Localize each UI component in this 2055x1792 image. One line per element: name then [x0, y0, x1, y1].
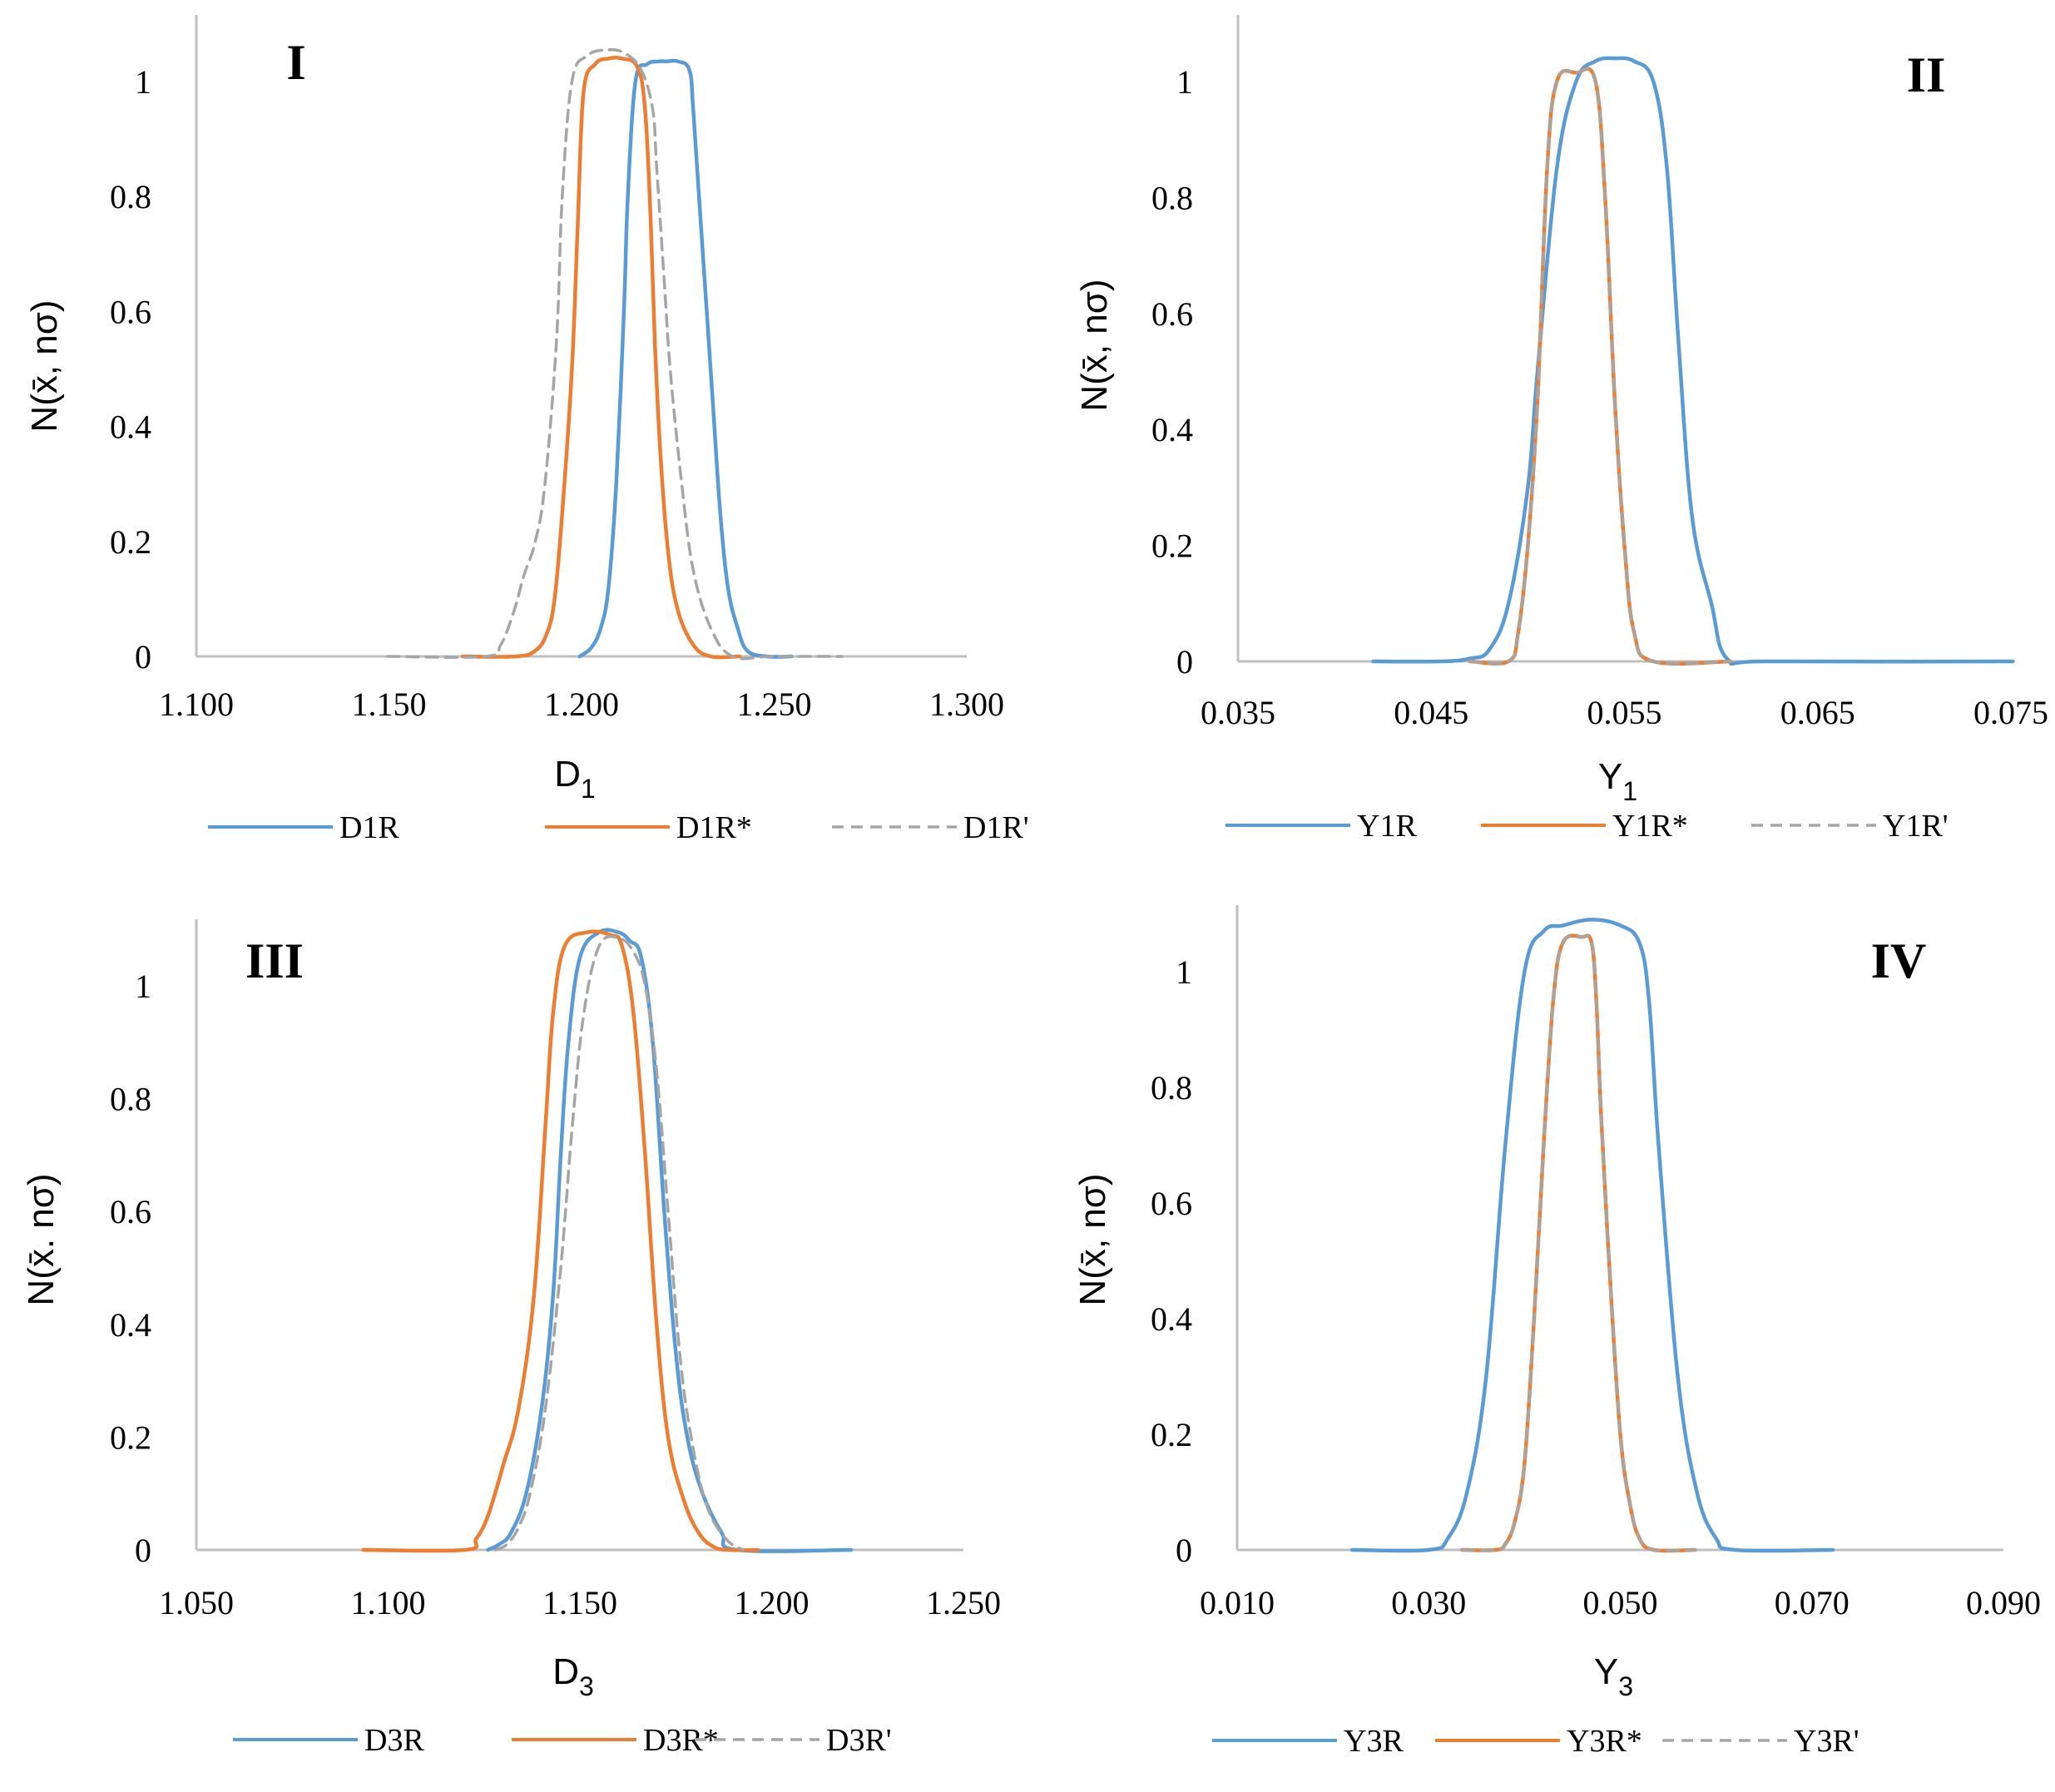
y-tick-label: 0.2 [110, 1418, 151, 1456]
x-tick-label: 1.250 [926, 1584, 1001, 1621]
series-line-y1r- [1468, 67, 1732, 666]
series-line-y3r [1349, 918, 1835, 1553]
legend: Y1R Y1R* Y1R' [1226, 809, 1949, 844]
x-tick-label: 0.010 [1200, 1584, 1275, 1621]
series-line-y1r [1371, 56, 2015, 666]
y-tick-label: 0.4 [1151, 411, 1193, 448]
y-tick-label: 1 [1176, 63, 1193, 101]
x-tick-label: 1.150 [352, 686, 427, 723]
y-tick-label: 1 [135, 968, 151, 1005]
y-tick-label: 0.8 [1151, 1069, 1192, 1106]
x-tick-label: 1.100 [159, 686, 234, 723]
y-tick-label: 0 [1176, 1532, 1192, 1569]
x-axis-label-subscript: 3 [1618, 1671, 1633, 1701]
y-axis-label: N(x̄, nσ) [1072, 1173, 1113, 1305]
y-tick-label: 0.4 [110, 408, 151, 446]
x-tick-label: 1.250 [737, 686, 812, 723]
panel-label: IV [1871, 933, 1927, 988]
x-tick-label: 0.050 [1583, 1584, 1658, 1621]
series-line-y3r- [1460, 933, 1697, 1552]
x-axis-label-subscript: 1 [1622, 776, 1637, 806]
legend-label: Y1R* [1612, 809, 1688, 844]
legend-label: D3R* [643, 1723, 719, 1758]
legend-label: Y1R [1357, 809, 1417, 844]
y-tick-label: 0.6 [110, 1193, 151, 1230]
y-tick-label: 1 [1176, 953, 1192, 991]
y-axis-label: N(x̄, nσ) [1074, 279, 1115, 411]
series-line-d3r- [493, 934, 745, 1552]
chart-panel-2: 0 0.2 0.4 0.6 0.8 1 0.035 0.045 0.055 0.065 0.075 Y… [1074, 15, 2048, 844]
x-axis-label: Y1 [1598, 756, 1637, 806]
panel-label: I [286, 35, 305, 90]
x-tick-label: 1.100 [351, 1584, 426, 1621]
y-tick-label: 0.2 [1151, 527, 1193, 565]
legend: Y3R Y3R* Y3R' [1212, 1724, 1859, 1759]
y-tick-label: 0.2 [1151, 1416, 1192, 1453]
series-line-d3r [486, 928, 854, 1553]
chart-panel-3: 0 0.2 0.4 0.6 0.8 1 1.050 1.100 1.150 1.200 1.250 D… [21, 919, 1001, 1758]
legend-label: D1R* [676, 810, 752, 845]
x-tick-label: 0.075 [1973, 694, 2048, 731]
x-tick-label: 0.055 [1587, 694, 1662, 731]
legend-label: D3R [364, 1723, 424, 1758]
y-tick-label: 0.6 [1151, 1185, 1192, 1222]
y-tick-label: 0.2 [110, 523, 151, 561]
x-tick-label: 1.200 [735, 1584, 810, 1621]
y-tick-label: 0.6 [1151, 295, 1193, 333]
x-axis-label: D1 [554, 754, 596, 804]
y-tick-label: 0.6 [110, 293, 151, 330]
y-tick-label: 1 [135, 63, 151, 101]
series-line-d1r- [386, 47, 844, 661]
y-tick-label: 0.4 [110, 1306, 151, 1344]
x-tick-label: 0.030 [1391, 1584, 1466, 1621]
x-tick-label: 0.065 [1780, 694, 1855, 731]
y-tick-label: 0 [135, 1532, 151, 1569]
y-tick-label: 0.8 [110, 178, 151, 215]
series-line-d3r- [361, 929, 760, 1553]
legend-label: Y3R [1344, 1724, 1404, 1759]
x-tick-label: 0.070 [1775, 1584, 1850, 1621]
series-line-d1r [577, 58, 794, 659]
legend-label: Y1R' [1883, 809, 1949, 844]
y-tick-label: 0.8 [1151, 179, 1193, 216]
legend: D1R D1R* D1R' [208, 810, 1029, 845]
y-tick-label: 0.8 [110, 1081, 151, 1118]
series-line-y1r- [1468, 67, 1733, 666]
x-tick-label: 0.045 [1394, 694, 1468, 731]
x-tick-label: 1.050 [159, 1584, 234, 1621]
y-tick-label: 0 [1176, 643, 1193, 681]
panel-label: III [245, 933, 304, 988]
legend-label: Y3R' [1794, 1724, 1859, 1759]
legend-label: D1R [339, 810, 399, 845]
x-tick-label: 1.300 [929, 686, 1004, 723]
legend: D3R D3R* D3R' [233, 1723, 892, 1758]
chart-panel-1: 0 0.2 0.4 0.6 0.8 1 1.100 1.150 1.200 1.250 1.300 D… [24, 15, 1029, 845]
x-axis-label: Y3 [1594, 1651, 1633, 1701]
chart-panel-4: 0 0.2 0.4 0.6 0.8 1 0.010 0.030 0.050 0.070 0.090 Y… [1072, 905, 2041, 1759]
x-tick-label: 0.090 [1966, 1584, 2041, 1621]
y-tick-label: 0.4 [1151, 1300, 1192, 1338]
x-axis-label-subscript: 1 [581, 774, 596, 804]
legend-label: Y3R* [1567, 1724, 1642, 1759]
x-tick-label: 1.150 [542, 1584, 617, 1621]
y-axis-label: N(x̄, nσ) [24, 299, 65, 432]
legend-label: D3R' [826, 1723, 892, 1758]
x-axis-label: D3 [552, 1651, 594, 1701]
panel-label: II [1907, 47, 1946, 102]
x-axis-label-subscript: 3 [579, 1671, 594, 1701]
series-line-d1r- [461, 55, 742, 660]
y-axis-label: N(x̄. nσ) [21, 1173, 62, 1305]
legend-label: D1R' [963, 810, 1029, 845]
y-tick-label: 0 [135, 638, 151, 676]
x-tick-label: 0.035 [1201, 694, 1275, 731]
x-tick-label: 1.200 [544, 686, 619, 723]
